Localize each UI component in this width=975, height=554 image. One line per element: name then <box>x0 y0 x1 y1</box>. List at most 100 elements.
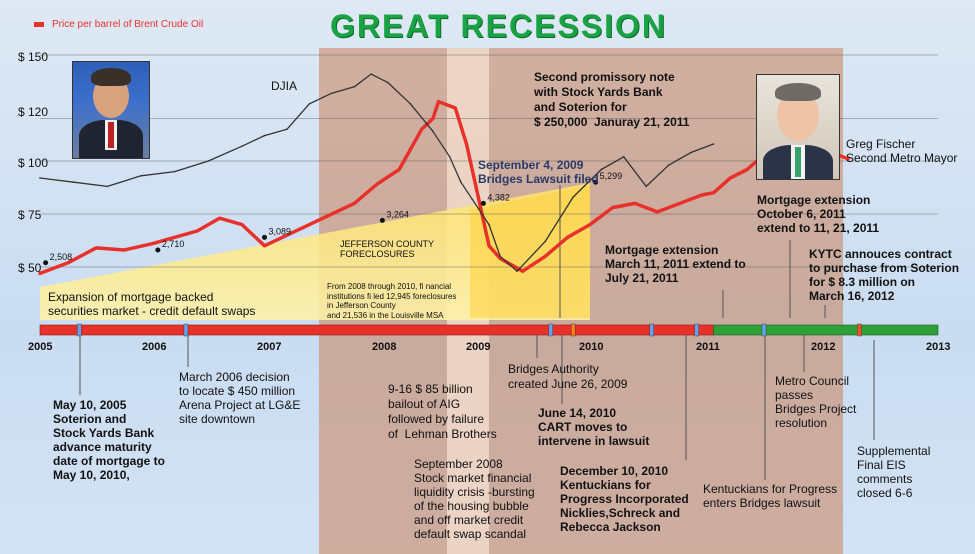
djia-point <box>622 155 625 158</box>
djia-point <box>140 175 142 177</box>
oil-point <box>454 107 457 109</box>
oil-point <box>589 223 591 226</box>
djia-point <box>173 170 176 173</box>
oil-point <box>67 261 69 264</box>
x-tick-2007: 2007 <box>257 341 282 353</box>
oil-point <box>729 177 732 179</box>
oil-point <box>746 168 748 171</box>
mortgage-extension-mar-note: Mortgage extension March 11, 2011 extend… <box>605 243 746 285</box>
djia-point <box>471 198 473 200</box>
djia-point <box>409 102 412 105</box>
fischer-caption: Greg Fischer Second Metro Mayor <box>846 137 958 165</box>
x-tick-2012: 2012 <box>811 341 836 353</box>
oil-point <box>465 143 468 145</box>
oil-point <box>488 245 490 247</box>
oil-point <box>286 234 288 236</box>
timeline-red-segment <box>39 324 714 336</box>
oil-point <box>679 202 681 205</box>
djia-point <box>712 143 715 145</box>
djia-point <box>488 223 490 226</box>
djia-point <box>432 130 434 133</box>
djia-point <box>39 177 41 179</box>
brent-oil-price-line <box>38 99 850 276</box>
oil-point <box>499 257 502 260</box>
djia-point <box>460 181 462 183</box>
oil-point <box>151 242 154 245</box>
djia-point <box>72 181 75 183</box>
djia-label: DJIA <box>271 79 298 93</box>
djia-point <box>645 185 647 188</box>
djia-point <box>544 240 546 243</box>
x-tick-2009: 2009 <box>466 341 491 353</box>
djia-point <box>286 128 288 130</box>
y-tick-100: $ 100 <box>18 156 49 170</box>
oil-point <box>521 270 524 273</box>
djia-marker <box>593 179 599 185</box>
x-tick-2013: 2013 <box>926 341 951 353</box>
djia-value-label: 3,264 <box>386 209 409 219</box>
djia-marker <box>379 217 385 223</box>
djia-point <box>207 160 210 162</box>
oil-point <box>712 192 715 194</box>
djia-value-label: 3,089 <box>269 226 292 236</box>
portrait-photo-left <box>72 61 150 159</box>
may-2005-note: May 10, 2005 Soterion and Stock Yards Ba… <box>53 398 166 482</box>
timeline-event-marker <box>77 323 82 337</box>
march-2006-note: March 2006 decision to locate $ 450 mill… <box>179 370 301 426</box>
x-tick-2011: 2011 <box>696 341 720 353</box>
djia-point <box>241 145 243 147</box>
djia-value-label: 4,382 <box>487 192 510 202</box>
y-tick-120: $ 120 <box>18 105 49 119</box>
promissory-note: Second promissory note with Stock Yards … <box>534 70 690 129</box>
oil-point <box>544 255 546 258</box>
djia-point <box>667 164 670 167</box>
oil-point <box>308 223 311 226</box>
expansion-note: Expansion of mortgage backed securities … <box>48 290 256 318</box>
oil-point <box>847 158 849 160</box>
foreclosure-wedge <box>40 183 590 320</box>
mortgage-extension-oct-note: Mortgage extension October 6, 2011 exten… <box>757 193 880 235</box>
aig-bailout-note: 9-16 $ 85 billion bailout of AIG followe… <box>388 382 497 441</box>
djia-point <box>263 134 266 137</box>
x-tick-2008: 2008 <box>372 341 397 353</box>
djia-marker <box>262 234 267 240</box>
oil-point <box>39 272 41 275</box>
timeline-event-marker <box>570 323 576 337</box>
djia-value-label: 2,508 <box>50 252 73 262</box>
point-labels-layer: 2,508 2,710 3,089 3,264 4,382 5,299 <box>43 171 623 266</box>
annotation-pointer-lines <box>79 185 875 480</box>
djia-value-label: 5,299 <box>600 171 623 181</box>
oil-point <box>566 236 569 239</box>
timeline-event-marker <box>183 323 189 337</box>
kytc-contract-note: KYTC annouces contract to purchase from … <box>809 247 960 303</box>
oil-point <box>353 202 356 205</box>
portrait-photo-fischer <box>756 74 840 180</box>
y-tick-150: $ 150 <box>18 50 49 64</box>
legend-swatch <box>34 22 44 27</box>
timeline-event-marker <box>548 323 553 337</box>
oil-point <box>173 236 176 239</box>
foreclosure-stats-note: From 2008 through 2010, fi nancial insti… <box>327 282 457 320</box>
metro-council-note: Metro Council passes Bridges Project res… <box>775 374 857 430</box>
djia-marker <box>155 247 161 253</box>
djia-marker <box>43 260 49 266</box>
x-tick-2010: 2010 <box>579 341 604 353</box>
x-tick-2005: 2005 <box>28 341 53 353</box>
oil-point <box>476 194 479 196</box>
oil-point <box>420 128 423 130</box>
timeline-bar <box>39 323 939 337</box>
legend-label: Price per barrel of Brent Crude Oil <box>52 19 204 30</box>
djia-point <box>572 196 574 198</box>
djia-marker <box>480 200 486 206</box>
timeline-event-marker <box>649 323 654 337</box>
oil-point <box>656 211 659 213</box>
lawsuit-filed-note: September 4, 2009 Bridges Lawsuit filed <box>478 158 599 186</box>
timeline-event-marker <box>761 323 767 337</box>
jefferson-foreclosures-label: JEFFERSON COUNTY FORECLOSURES <box>340 239 435 259</box>
oil-point <box>611 206 614 209</box>
oil-point <box>263 245 266 247</box>
supplemental-eis-note: Supplemental Final EIS comments closed 6… <box>857 444 931 500</box>
oil-point <box>432 117 434 120</box>
oil-point <box>196 230 198 232</box>
